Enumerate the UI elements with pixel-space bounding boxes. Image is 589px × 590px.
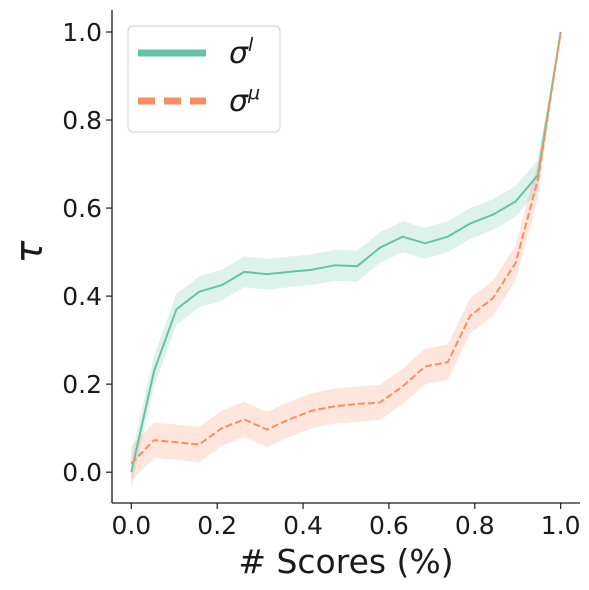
legend-label-series-2: σμ	[229, 82, 260, 119]
confidence-band-series-2	[131, 31, 561, 481]
y-tick-label: 0.0	[62, 458, 102, 487]
legend: σl σμ	[127, 25, 281, 133]
series-line-2	[130, 31, 562, 465]
x-ticks: 0.0 0.2 0.4 0.6 0.8 1.0	[111, 503, 581, 540]
legend-label-series-1: σl	[229, 34, 254, 71]
y-tick-label: 0.8	[62, 106, 102, 135]
y-axis-title: τ	[7, 239, 51, 263]
y-tick-label: 1.0	[62, 18, 102, 47]
y-tick-label: 0.4	[62, 282, 102, 311]
x-tick-label: 0.6	[369, 511, 409, 540]
series-line-1	[130, 31, 562, 473]
x-tick-label: 0.0	[111, 511, 151, 540]
confidence-band-series-1	[131, 31, 561, 488]
y-ticks: 0.0 0.2 0.4 0.6 0.8 1.0	[62, 18, 112, 487]
series-lines	[130, 31, 562, 473]
y-tick-label: 0.2	[62, 370, 102, 399]
x-tick-label: 0.2	[197, 511, 237, 540]
x-tick-label: 1.0	[541, 511, 581, 540]
axes	[111, 10, 580, 504]
legend-frame	[127, 25, 281, 133]
x-tick-label: 0.4	[283, 511, 323, 540]
x-axis-title: # Scores (%)	[238, 542, 453, 581]
x-tick-label: 0.8	[455, 511, 495, 540]
confidence-bands	[131, 31, 561, 488]
y-tick-label: 0.6	[62, 194, 102, 223]
